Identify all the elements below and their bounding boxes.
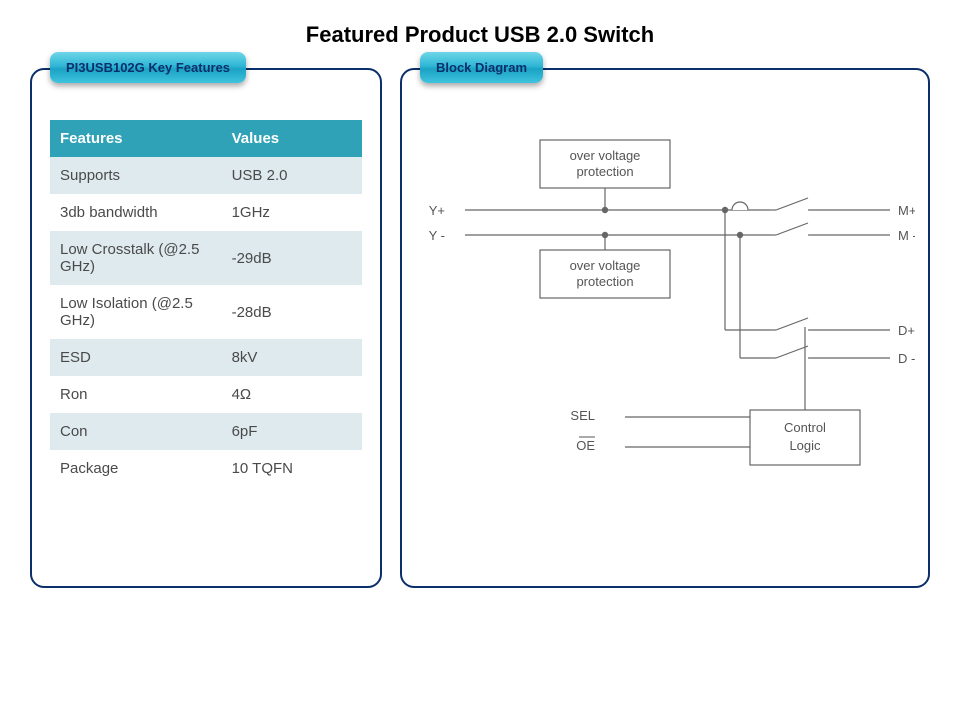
svg-text:M+: M+ [898, 203, 915, 218]
block-diagram: over voltageprotectionover voltageprotec… [420, 120, 910, 566]
feature-cell: Low Crosstalk (@2.5 GHz) [50, 231, 222, 285]
col-header-values: Values [222, 120, 362, 157]
svg-text:over voltage: over voltage [570, 258, 641, 273]
table-row: SupportsUSB 2.0 [50, 157, 362, 194]
table-row: 3db bandwidth1GHz [50, 194, 362, 231]
table-row: Low Isolation (@2.5 GHz)-28dB [50, 285, 362, 339]
table-row: Ron4Ω [50, 376, 362, 413]
table-row: Con6pF [50, 413, 362, 450]
features-table: Features Values SupportsUSB 2.03db bandw… [50, 120, 362, 487]
value-cell: USB 2.0 [222, 157, 362, 194]
value-cell: 8kV [222, 339, 362, 376]
features-tab: PI3USB102G Key Features [50, 52, 246, 83]
feature-cell: Con [50, 413, 222, 450]
panels-container: PI3USB102G Key Features Features Values … [0, 68, 960, 588]
value-cell: -29dB [222, 231, 362, 285]
svg-text:over voltage: over voltage [570, 148, 641, 163]
value-cell: 6pF [222, 413, 362, 450]
block-diagram-panel: Block Diagram over voltageprotectionover… [400, 68, 930, 588]
feature-cell: Supports [50, 157, 222, 194]
feature-cell: 3db bandwidth [50, 194, 222, 231]
svg-text:OE: OE [576, 438, 595, 453]
table-row: ESD8kV [50, 339, 362, 376]
feature-cell: Low Isolation (@2.5 GHz) [50, 285, 222, 339]
table-row: Package10 TQFN [50, 450, 362, 487]
svg-text:Control: Control [784, 420, 826, 435]
svg-text:protection: protection [576, 274, 633, 289]
feature-cell: Package [50, 450, 222, 487]
svg-text:M -: M - [898, 228, 915, 243]
svg-text:Y -: Y - [429, 228, 445, 243]
svg-text:D -: D - [898, 351, 915, 366]
svg-text:D+: D+ [898, 323, 915, 338]
svg-text:SEL: SEL [570, 408, 595, 423]
table-row: Low Crosstalk (@2.5 GHz)-29dB [50, 231, 362, 285]
svg-text:protection: protection [576, 164, 633, 179]
col-header-features: Features [50, 120, 222, 157]
features-panel: PI3USB102G Key Features Features Values … [30, 68, 382, 588]
value-cell: 10 TQFN [222, 450, 362, 487]
value-cell: -28dB [222, 285, 362, 339]
value-cell: 1GHz [222, 194, 362, 231]
feature-cell: ESD [50, 339, 222, 376]
feature-cell: Ron [50, 376, 222, 413]
block-diagram-tab: Block Diagram [420, 52, 543, 83]
svg-text:Logic: Logic [789, 438, 821, 453]
svg-text:Y+: Y+ [429, 203, 445, 218]
value-cell: 4Ω [222, 376, 362, 413]
